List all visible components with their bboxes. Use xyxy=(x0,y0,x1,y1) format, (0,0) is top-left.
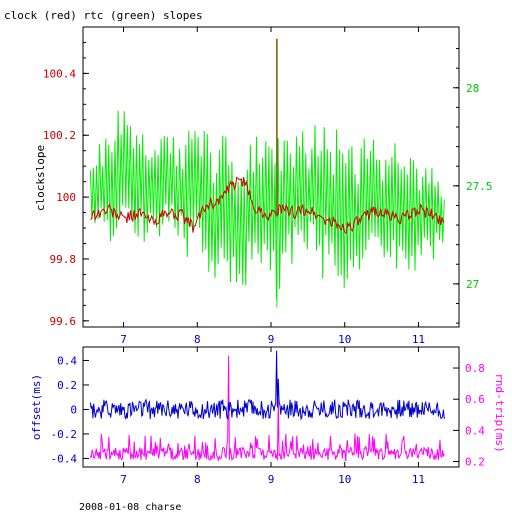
top-panel: 7 8 9 10 11 99.6 99.8 100 100.2 100.4 27 27.5 28 clo… xyxy=(34,26,493,346)
top-y2-tick-label: 27 xyxy=(466,278,479,291)
bottom-axes-layer: 7 8 9 10 11 -0.4 -0.2 0 0.2 0.4 0.2 0.4 0.6 0.8 xyxy=(51,347,485,486)
top-x-tick-label: 11 xyxy=(412,333,425,346)
top-x-tick-label: 8 xyxy=(194,333,201,346)
top-x-tick-label: 7 xyxy=(120,333,127,346)
top-y2-tick-label: 27.5 xyxy=(466,180,493,193)
bottom-y-axis-label: offset(ms) xyxy=(30,374,43,440)
bottom-y-tick-label: 0 xyxy=(70,403,77,416)
bottom-y2-tick-label: 0.2 xyxy=(465,456,485,469)
top-x-tick-label: 9 xyxy=(268,333,275,346)
bottom-x-tick-label: 9 xyxy=(268,473,275,486)
bottom-x-tick-label: 7 xyxy=(120,473,127,486)
bottom-y2-axis-label: rnd-trip(ms) xyxy=(493,373,506,452)
bottom-y2-tick-label: 0.8 xyxy=(465,362,485,375)
top-series-layer xyxy=(89,38,445,308)
bottom-y-tick-label: 0.4 xyxy=(57,354,77,367)
footer-caption: 2008-01-08 charse xyxy=(79,502,181,512)
chart-title: clock (red) rtc (green) slopes xyxy=(4,9,203,22)
bottom-y-tick-label: -0.2 xyxy=(51,428,78,441)
bottom-y2-tick-label: 0.4 xyxy=(465,424,485,437)
top-y-axis-label: clockslope xyxy=(34,145,47,211)
top-y2-tick-label: 28 xyxy=(466,82,479,95)
bottom-x-tick-label: 11 xyxy=(412,473,425,486)
bottom-x-tick-label: 8 xyxy=(194,473,201,486)
top-y-tick-label: 100.2 xyxy=(43,129,76,142)
top-y-tick-label: 100 xyxy=(56,191,76,204)
top-y-tick-label: 99.6 xyxy=(50,315,77,328)
top-y-tick-label: 100.4 xyxy=(43,67,76,80)
bottom-y2-tick-label: 0.6 xyxy=(465,393,485,406)
rndtrip-series-line xyxy=(89,355,445,462)
bottom-x-tick-label: 10 xyxy=(338,473,351,486)
top-y-tick-label: 99.8 xyxy=(50,253,77,266)
clock-series-line xyxy=(90,176,445,234)
bottom-y-tick-label: 0.2 xyxy=(57,379,77,392)
rtc-series-line xyxy=(89,110,445,300)
bottom-series-layer xyxy=(89,350,445,462)
bottom-panel: 7 8 9 10 11 -0.4 -0.2 0 0.2 0.4 0.2 0.4 0.6 0.8 offse… xyxy=(30,346,506,486)
offset-series-line xyxy=(89,350,445,421)
top-axes-layer: 7 8 9 10 11 99.6 99.8 100 100.2 100.4 27 27.5 28 xyxy=(43,27,493,346)
bottom-y-tick-label: -0.4 xyxy=(51,452,78,465)
top-x-tick-label: 10 xyxy=(338,333,351,346)
